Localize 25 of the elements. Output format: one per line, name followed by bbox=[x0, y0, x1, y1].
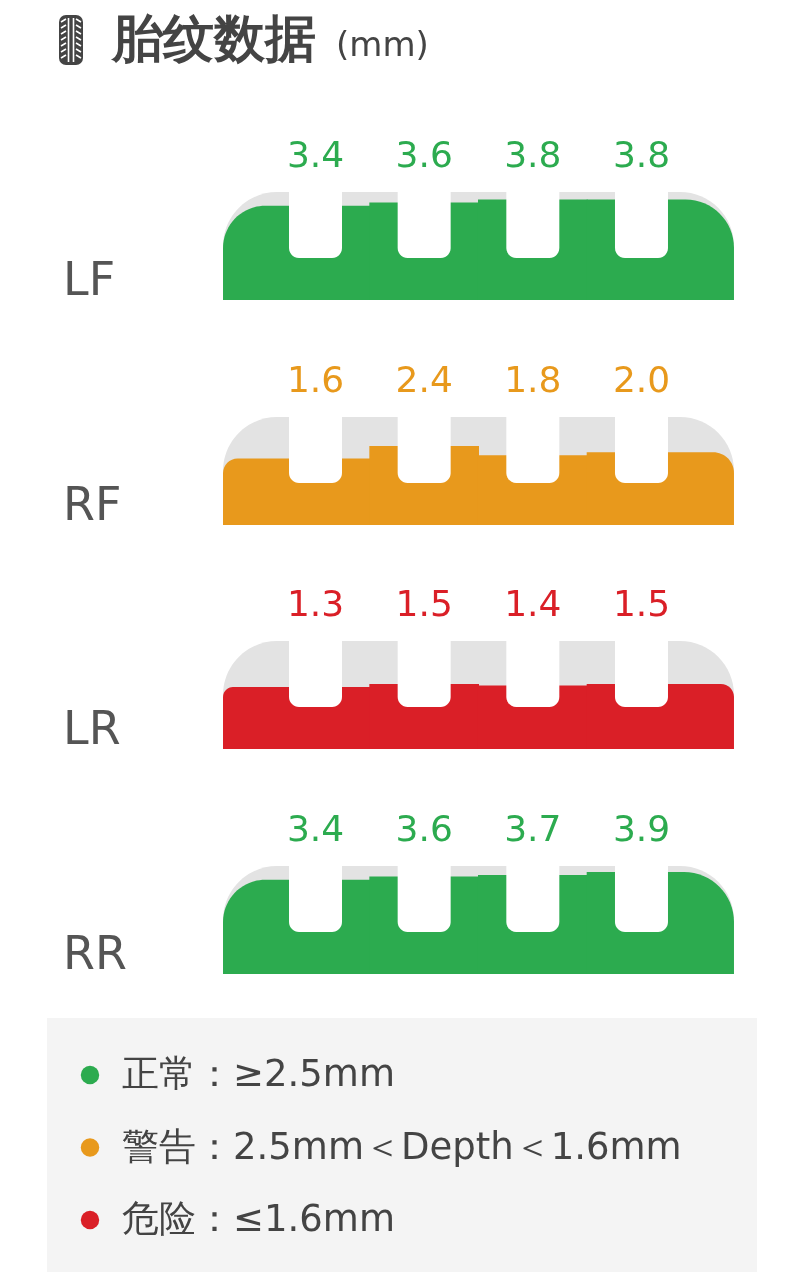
data-label: 3.8 bbox=[612, 134, 671, 175]
data-label: 1.4 bbox=[504, 583, 562, 625]
data-label: 3.4 bbox=[286, 134, 345, 175]
text: 警告：2.5mm＜Depth＜1.6mm bbox=[122, 1124, 682, 1168]
data-label: 3.8 bbox=[504, 134, 562, 175]
data-label: 1.5 bbox=[395, 583, 453, 625]
text: RF bbox=[63, 476, 122, 531]
text: 正常：≥2.5mm bbox=[122, 1052, 395, 1095]
data-label: 1.3 bbox=[286, 583, 345, 625]
data-label: 1.6 bbox=[286, 358, 345, 400]
data-label: 3.9 bbox=[612, 808, 671, 850]
text: (mm) bbox=[336, 23, 429, 66]
data-label: 3.7 bbox=[504, 808, 562, 850]
data-label: 3.6 bbox=[395, 808, 453, 850]
data-label: 3.4 bbox=[286, 808, 345, 850]
text: 胎纹数据 bbox=[112, 8, 316, 70]
data-label: 2.0 bbox=[612, 358, 671, 400]
text: LR bbox=[63, 701, 121, 756]
data-label: 1.8 bbox=[504, 358, 562, 400]
text: RR bbox=[63, 926, 127, 981]
data-label: 3.6 bbox=[395, 134, 453, 175]
data-label: 2.4 bbox=[395, 358, 453, 400]
text: 危险：≤1.6mm bbox=[122, 1197, 395, 1240]
data-label: 1.5 bbox=[612, 583, 671, 625]
text: LF bbox=[63, 251, 116, 306]
